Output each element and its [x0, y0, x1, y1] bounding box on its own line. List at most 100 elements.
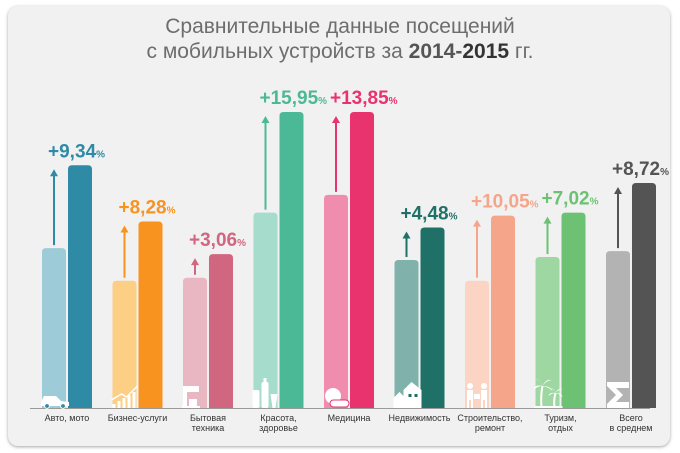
bar-2015	[138, 221, 163, 408]
sigma-icon	[607, 382, 629, 408]
change-label: +8,28%	[119, 198, 176, 219]
category-label: Недвижимость	[389, 413, 451, 423]
worker-head	[481, 383, 487, 389]
category-label: в среднем	[609, 423, 652, 433]
category-label: Всего	[619, 413, 643, 423]
pills-icon	[325, 388, 350, 408]
title-dash: -	[455, 40, 463, 63]
percent-sign: %	[590, 197, 599, 208]
title-prefix: с мобильных устройств за	[146, 40, 409, 63]
chart-title: Сравнительные данные посещений с мобильн…	[0, 14, 680, 64]
category-group: +13,85% Медицина	[324, 88, 398, 423]
change-value: +8,28	[119, 198, 167, 219]
palm-leaves	[533, 379, 553, 391]
machine-side	[183, 392, 187, 406]
pill-capsule	[329, 399, 350, 408]
bar-2014	[535, 257, 560, 408]
house-window	[408, 394, 412, 397]
category-label: Медицина	[328, 413, 371, 423]
change-value: +10,05	[471, 192, 530, 213]
category-label: Красота,	[260, 413, 296, 423]
bar-2014	[606, 251, 630, 408]
palm-trees-icon	[533, 379, 563, 409]
category-group: +15,95% Красота,здоровье	[252, 88, 328, 433]
title-line-2: с мобильных устройств за 2014-2015 гг.	[0, 39, 680, 64]
box	[474, 394, 480, 399]
houses-icon	[393, 382, 422, 408]
bar-2015	[68, 165, 92, 408]
house-big	[403, 382, 422, 408]
category-group: +10,05% Строительство,ремонт	[457, 192, 538, 433]
worker-body	[467, 390, 473, 400]
machine-cup	[189, 399, 197, 406]
percent-sign: %	[318, 96, 327, 107]
bar-2015	[491, 215, 515, 408]
bar-2015	[209, 254, 233, 408]
bar-2014	[112, 280, 137, 408]
worker-leg	[485, 400, 487, 408]
category-label: ремонт	[475, 423, 505, 433]
worker-head	[467, 383, 473, 389]
worker-leg	[467, 400, 469, 408]
category-group: +4,48% Недвижимость	[389, 203, 458, 423]
change-value: +13,85	[330, 88, 389, 109]
title-year-from: 2014	[408, 40, 456, 63]
house-window	[414, 394, 418, 397]
title-suffix: гг.	[509, 40, 534, 63]
category-label: Авто, мото	[45, 413, 90, 423]
bar-2014	[324, 194, 348, 408]
category-group: +9,34% Авто, мото	[41, 141, 105, 423]
change-label: +3,06%	[189, 230, 246, 251]
cosmetics-icon	[252, 378, 278, 408]
title-year-to: 2015	[462, 40, 510, 63]
growth-bar	[127, 395, 131, 408]
car-wheel	[60, 403, 66, 409]
palm-leaves	[548, 388, 563, 397]
worker-body	[481, 390, 487, 400]
category-group: +8,28% Бизнес-услуги	[108, 198, 176, 423]
machine-base	[182, 406, 200, 408]
bar-2015	[420, 227, 445, 408]
growth-arrow-head	[614, 187, 622, 195]
sigma-glyph	[607, 382, 629, 408]
growth-arrow	[111, 385, 138, 401]
percent-sign: %	[660, 167, 669, 178]
ground	[534, 406, 563, 408]
jar	[270, 394, 278, 408]
change-label: +15,95%	[260, 88, 328, 109]
growth-arrow-head	[402, 231, 411, 239]
change-value: +7,02	[542, 189, 590, 210]
bottle	[261, 382, 269, 408]
percent-sign: %	[449, 211, 458, 222]
bottle-cap	[263, 378, 267, 382]
change-label: +9,34%	[48, 141, 105, 162]
house-small	[393, 392, 406, 408]
change-value: +4,48	[401, 203, 449, 224]
growth-arrow-head	[191, 258, 199, 266]
growth-arrow-head	[261, 116, 270, 123]
bottle	[252, 390, 260, 408]
growth-chart-icon	[111, 385, 138, 408]
worker-leg	[471, 400, 473, 408]
change-label: +7,02%	[542, 189, 599, 210]
category-label: Бытовая	[190, 413, 226, 423]
bar-2015	[561, 212, 586, 408]
bar-2014	[465, 280, 489, 408]
change-value: +15,95	[260, 88, 319, 109]
percent-sign: %	[167, 206, 176, 217]
growth-arrow-head	[50, 169, 58, 177]
growth-arrow-head	[543, 216, 552, 224]
growth-arrow-head	[332, 116, 340, 123]
bar-2015	[350, 112, 374, 408]
bar-2014	[42, 248, 66, 408]
growth-bar	[122, 398, 126, 408]
percent-sign: %	[389, 96, 398, 107]
category-label: техника	[192, 423, 224, 433]
growth-arrow-head	[120, 225, 129, 233]
change-label: +13,85%	[330, 88, 398, 109]
bar-2014	[183, 277, 207, 408]
percent-sign: %	[96, 149, 105, 160]
